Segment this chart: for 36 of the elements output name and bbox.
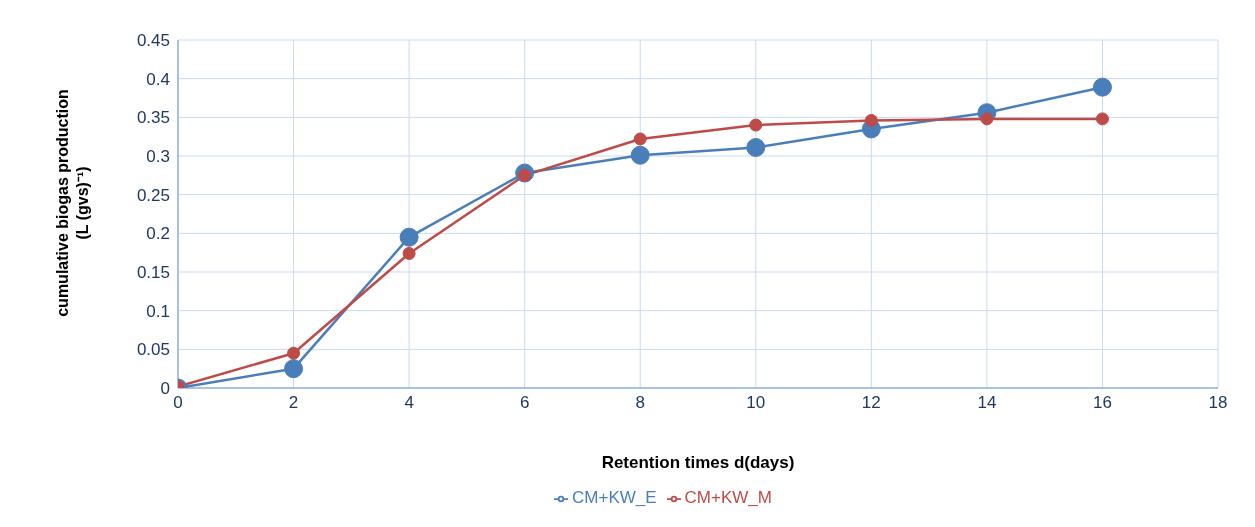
y-tick-label: 0.25 [136,185,170,205]
point [399,227,419,247]
y-tick-label: 0.05 [136,340,170,360]
x-tick-label: 4 [404,393,414,413]
y-tick-label: 0.35 [136,108,170,128]
point [746,137,766,157]
y-axis-title: cumulative biogas production (L (gvs)⁻¹) [54,89,91,317]
point [749,118,763,132]
x-axis-title: Retention times d(days) [601,453,795,472]
point [633,132,647,146]
y-tick-label: 0.15 [136,263,170,283]
x-tick-label: 6 [519,393,530,413]
y-tick-label: 0 [160,379,170,399]
y-tick-label: 0.2 [146,224,170,244]
point [402,246,416,260]
x-tick-label: 18 [1208,393,1228,413]
y-tick-label: 0.3 [146,147,170,167]
point [630,145,650,165]
point [287,346,301,360]
x-tick-label: 10 [746,393,766,413]
x-tick-label: 0 [173,393,183,413]
x-tick-label: 14 [977,393,997,413]
point [980,112,994,126]
legend-label: CM+KW_M [684,488,772,507]
point [1095,112,1109,126]
x-tick-label: 8 [635,393,645,413]
point [284,359,304,379]
y-tick-label: 0.4 [146,69,170,89]
point [864,113,878,127]
y-tick-label: 0.1 [146,301,170,321]
x-tick-label: 12 [861,393,881,413]
x-tick-label: 2 [288,393,299,413]
point [1092,77,1112,97]
x-tick-label: 16 [1092,393,1112,413]
y-tick-label: 0.45 [136,31,170,51]
legend-label: CM+KW_E [572,488,657,507]
